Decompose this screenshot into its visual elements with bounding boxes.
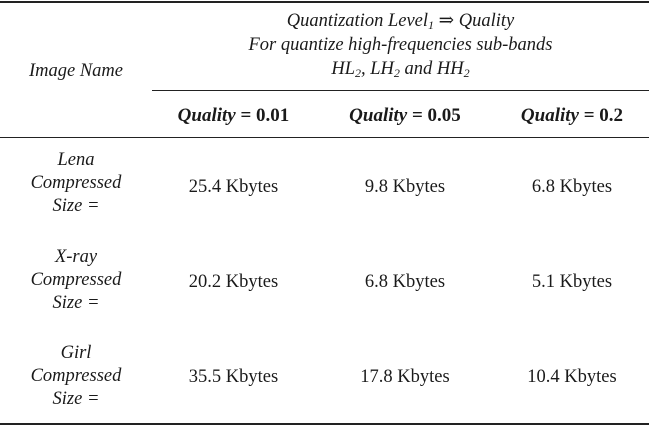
table-cell: 25.4 Kbytes (188, 177, 279, 197)
quality-header-0.2: Quality = 0.2 (520, 105, 624, 126)
quantization-header: Quantization Level1 ⇒ Quality For quanti… (152, 10, 649, 82)
image-name-header: Image Name (28, 61, 124, 81)
quality-header-0.01: Quality = 0.01 (177, 105, 290, 126)
header-divider-rule (152, 90, 649, 91)
quantization-header-line3: HL2, LH2 and HH2 (331, 59, 470, 80)
row-name-x-ray: X-ray Compressed Size = (30, 247, 122, 313)
table-cell: 5.1 Kbytes (531, 272, 613, 292)
table-cell: 35.5 Kbytes (188, 367, 279, 387)
quality-header-0.05: Quality = 0.05 (349, 105, 461, 126)
header-bottom-rule (0, 137, 649, 138)
table-cell: 6.8 Kbytes (364, 272, 446, 292)
table-cell: 17.8 Kbytes (360, 367, 450, 387)
row-name-lena: Lena Compressed Size = (30, 150, 122, 216)
table-bottom-rule (0, 423, 649, 425)
table-cell: 9.8 Kbytes (364, 177, 446, 197)
row-name-girl: Girl Compressed Size = (30, 343, 122, 409)
quantization-header-line1: Quantization Level1 ⇒ Quality (286, 11, 515, 32)
table-top-rule (0, 1, 649, 3)
table-cell: 20.2 Kbytes (188, 272, 279, 292)
table-cell: 6.8 Kbytes (531, 177, 613, 197)
quantization-header-line2: For quantize high-frequencies sub-bands (248, 35, 553, 55)
table-cell: 10.4 Kbytes (527, 367, 617, 387)
